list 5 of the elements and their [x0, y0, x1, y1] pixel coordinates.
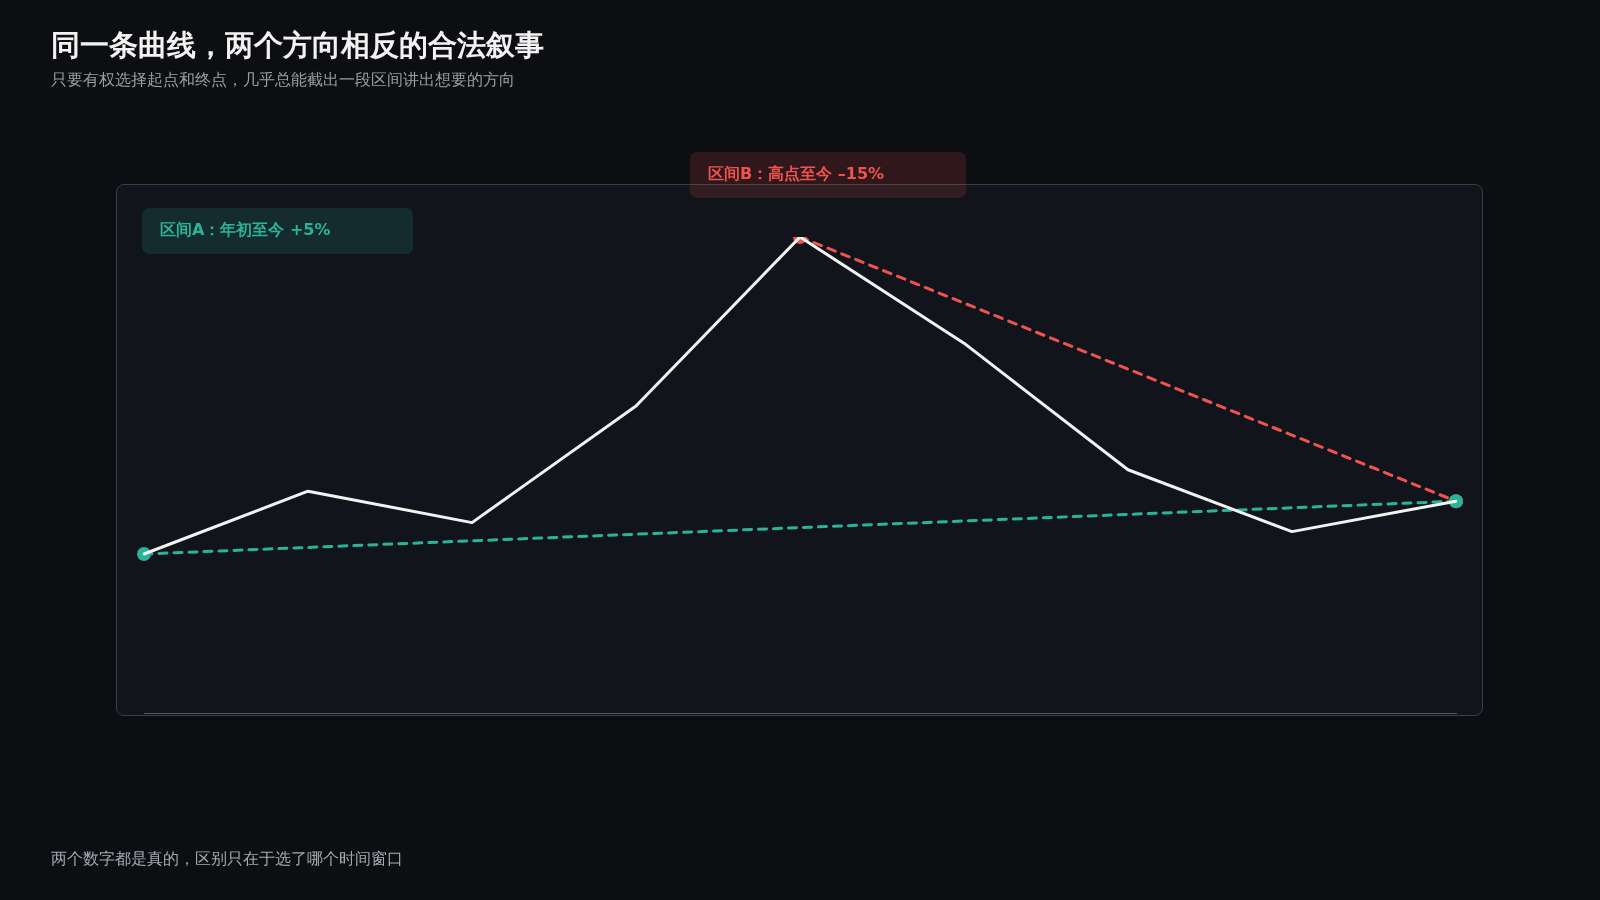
- chart-subtitle: 只要有权选择起点和终点，几乎总能截出一段区间讲出想要的方向: [51, 70, 515, 91]
- text: 区间B：高点至今 –15%: [708, 164, 885, 184]
- chart-title: 同一条曲线，两个方向相反的合法叙事: [51, 27, 544, 64]
- text: 区间A：年初至今 +5%: [160, 220, 331, 240]
- text: 两个数字都是真的，区别只在于选了哪个时间窗口: [51, 849, 403, 870]
